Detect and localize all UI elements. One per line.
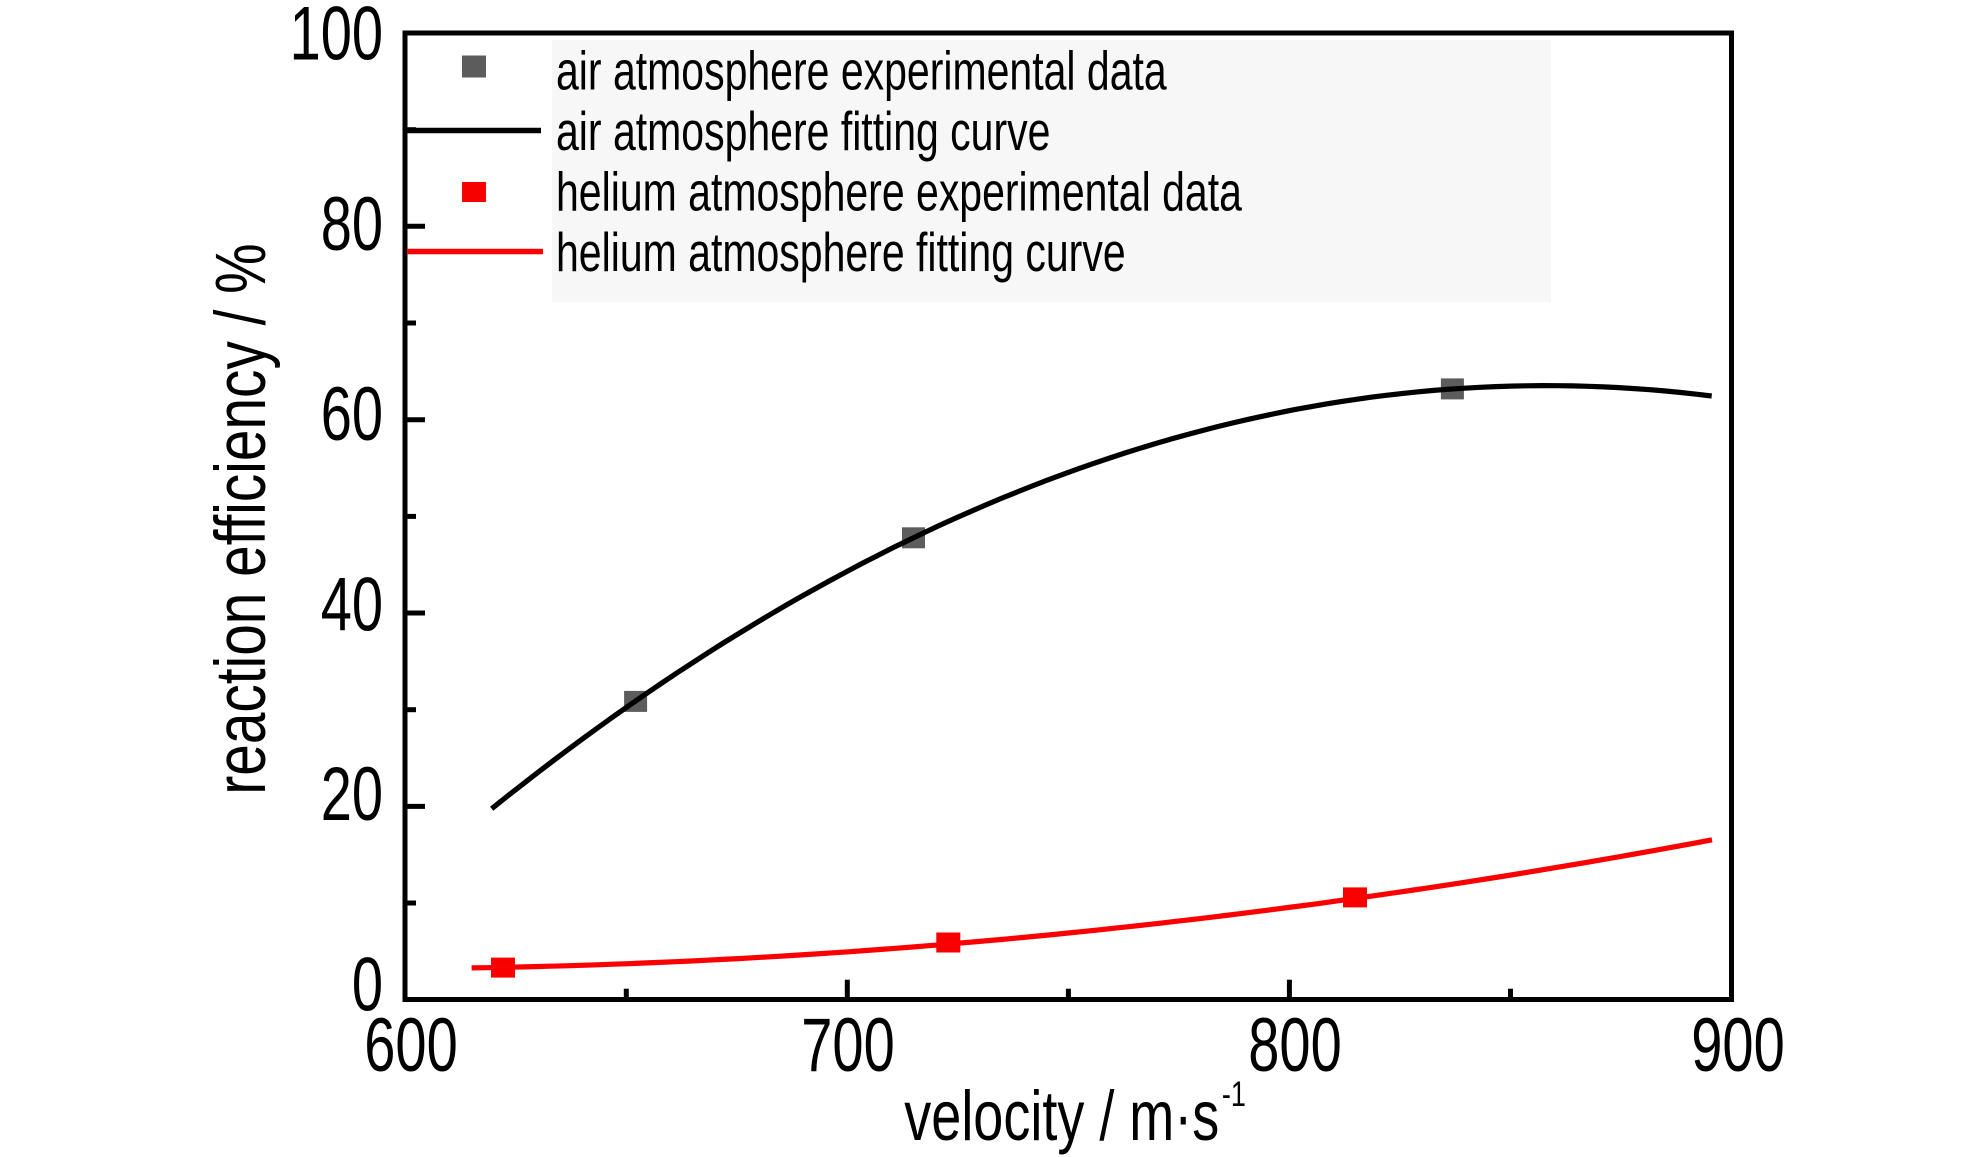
svg-text:reaction efficiency / %: reaction efficiency / % [201, 243, 281, 794]
svg-text:900: 900 [1691, 1003, 1784, 1088]
svg-text:600: 600 [364, 1003, 457, 1088]
svg-text:air atmosphere experimental da: air atmosphere experimental data [556, 41, 1167, 102]
svg-text:100: 100 [290, 0, 383, 77]
svg-text:0: 0 [352, 942, 383, 1027]
svg-text:helium atmosphere fitting curv: helium atmosphere fitting curve [556, 222, 1126, 283]
svg-text:60: 60 [321, 372, 383, 457]
svg-text:80: 80 [321, 182, 383, 267]
svg-text:20: 20 [321, 752, 383, 837]
svg-text:helium atmosphere experimental: helium atmosphere experimental data [556, 162, 1242, 223]
svg-text:-1: -1 [1222, 1075, 1246, 1114]
svg-text:700: 700 [801, 1003, 894, 1088]
svg-text:800: 800 [1248, 1003, 1341, 1088]
svg-text:air atmosphere fitting curve: air atmosphere fitting curve [556, 101, 1050, 162]
svg-text:velocity / m·s: velocity / m·s [904, 1077, 1219, 1155]
svg-text:40: 40 [321, 562, 383, 647]
